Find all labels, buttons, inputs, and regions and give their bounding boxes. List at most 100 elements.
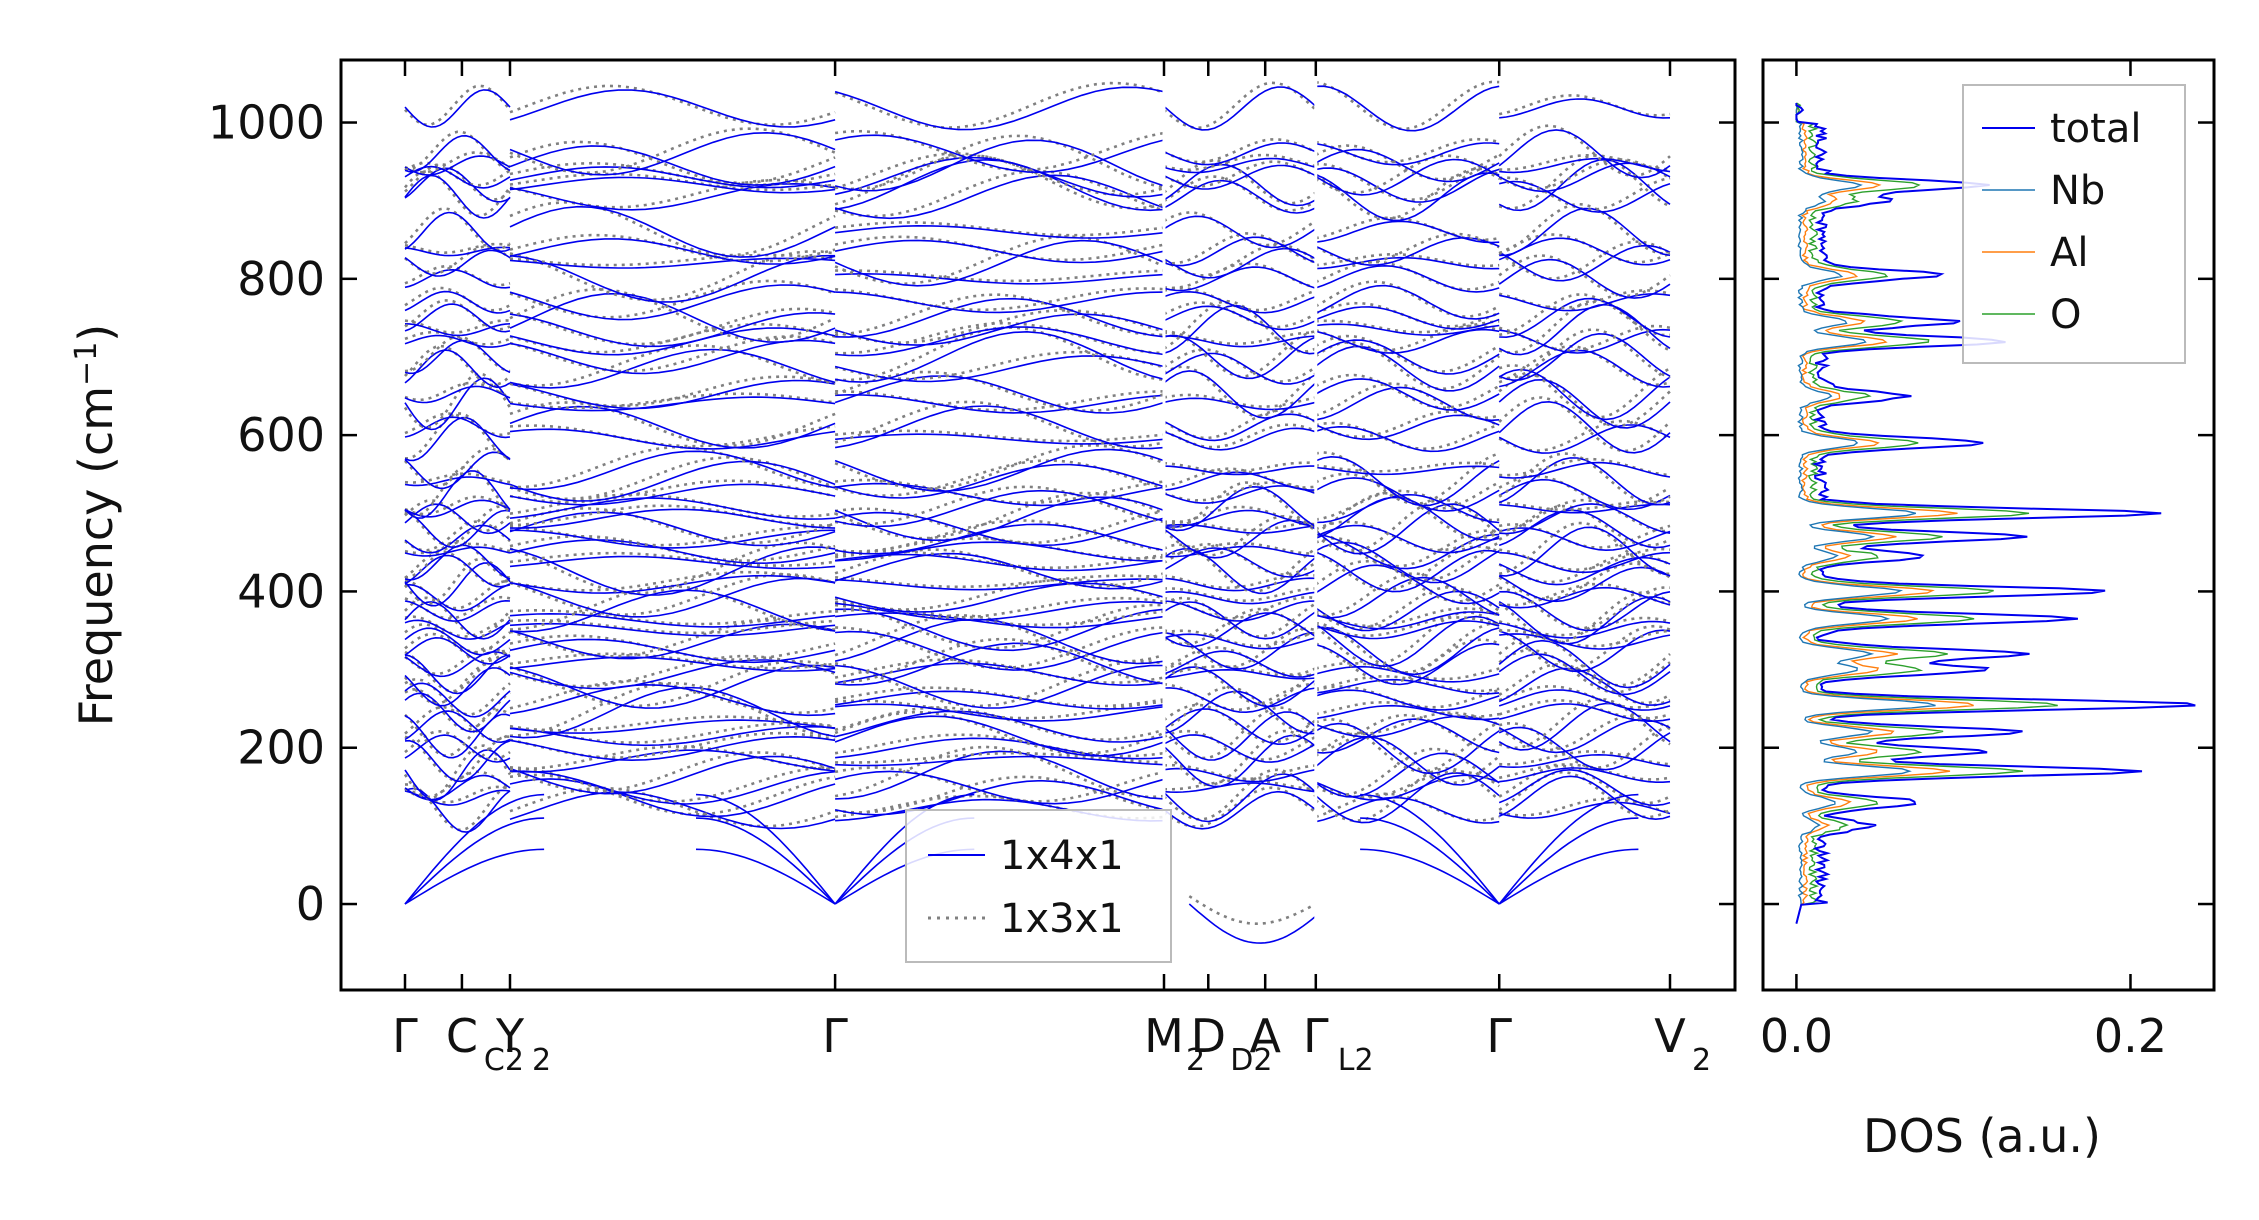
band-1x4x1-40 [404,268,511,289]
imaginary-mode-1x4x1 [1188,903,1317,944]
dos-legend-box [1962,84,2186,364]
band-1x4x1-63 [509,638,836,664]
band-1x4x1-262 [1498,639,1671,689]
band-1x4x1-265 [1499,620,1671,639]
band-1x3x1-22 [404,542,511,555]
band-1x4x1-51 [509,778,836,818]
band-1x3x1-204 [1314,731,1501,785]
band-1x4x1-58 [509,686,836,739]
band-1x4x1-0 [404,787,511,833]
band-1x4x1-48 [404,134,511,173]
band-1x4x1-87 [509,312,836,348]
band-1x4x1-99 [509,89,836,128]
band-1x3x1-103 [834,745,1165,799]
band-1x3x1-275 [1499,498,1671,533]
band-1x4x1-84 [509,348,836,389]
band-1x3x1-17 [404,595,511,620]
band-1x4x1-9 [404,682,511,718]
band-1x3x1-280 [1498,419,1671,453]
band-1x3x1-193 [1163,211,1317,247]
band-1x4x1-93 [509,205,836,258]
band-1x3x1-89 [509,279,836,319]
band-1x4x1-299 [1499,98,1671,119]
band-1x4x1-220 [1315,549,1500,593]
band-1x4x1-39 [404,290,511,314]
band-1x4x1-147 [834,139,1165,192]
band-1x3x1-83 [509,375,836,408]
band-1x3x1-299 [1498,94,1671,117]
band-xtick-sub-2: 2 [532,1043,551,1078]
band-1x4x1-71 [509,555,836,570]
band-1x3x1-29 [404,446,511,488]
band-1x4x1-188 [1163,305,1317,331]
acoustic-branch-2-0-l [1360,848,1500,905]
band-ytick-label-0: 0 [296,877,325,931]
dos-x-ticks: 0.0 0.2 [1760,60,2167,1063]
dos-curve-o [1795,102,2058,924]
band-1x3x1-60 [509,659,836,708]
band-1x3x1-151 [1163,768,1317,821]
band-1x4x1-245 [1315,167,1500,203]
band-1x4x1-275 [1499,503,1671,535]
acoustic-branch-1-2-l [695,793,836,905]
band-y-ticks: 0 200 400 600 800 1000 [208,96,1735,931]
band-1x4x1-81 [509,405,836,449]
band-1x4x1-122 [835,541,1165,562]
band-1x3x1-156 [1163,706,1317,760]
band-1x4x1-44 [404,174,511,219]
band-1x3x1-126 [834,485,1165,526]
band-1x4x1-266 [1498,596,1671,645]
band-1x3x1-81 [509,401,836,448]
band-1x4x1-72 [509,539,836,565]
band-xtick-sub-7: L2 [1338,1043,1374,1078]
band-1x4x1-126 [834,489,1165,528]
band-1x4x1-254 [1499,753,1671,769]
band-1x3x1-243 [1315,216,1500,242]
band-1x3x1-213 [1315,621,1500,674]
band-1x3x1-237 [1315,319,1500,334]
band-1x4x1-164 [1163,633,1317,650]
band-1x4x1-137 [834,313,1165,346]
band-1x3x1-261 [1498,648,1671,694]
band-1x4x1-136 [835,326,1165,357]
band-xtick-label-4: M [1144,1009,1184,1063]
band-1x3x1-238 [1315,301,1500,328]
band-1x4x1-179 [1163,465,1316,476]
band-1x4x1-2 [404,774,511,801]
band-1x4x1-239 [1315,284,1500,320]
band-1x3x1-137 [834,308,1165,345]
band-1x3x1-44 [403,169,512,218]
band-xtick-label-5: D [1191,1009,1226,1063]
band-1x4x1-15 [404,619,511,640]
band-1x4x1-49 [404,89,511,128]
band-1x4x1-208 [1315,704,1500,721]
band-1x3x1-286 [1498,324,1671,352]
band-1x4x1-277 [1498,478,1671,511]
legend-label-al: Al [2050,230,2088,276]
band-1x3x1-177 [1163,480,1317,502]
band-1x3x1-42 [404,242,511,255]
band-1x4x1-288 [1499,297,1671,339]
band-1x3x1-191 [1163,243,1317,277]
band-1x3x1-36 [404,330,511,346]
band-1x4x1-22 [404,546,511,557]
band-1x4x1-242 [1315,237,1500,266]
band-1x4x1-98 [509,131,836,176]
band-1x4x1-298 [1498,129,1671,179]
band-1x3x1-184 [1163,348,1317,383]
band-1x3x1-221 [1315,537,1500,582]
band-1x3x1-264 [1499,629,1671,648]
band-1x4x1-36 [404,334,511,348]
band-1x4x1-294 [1499,180,1671,213]
band-1x4x1-193 [1163,215,1317,249]
band-1x3x1-205 [1315,717,1500,773]
band-1x4x1-192 [1163,236,1317,267]
band-1x4x1-291 [1498,244,1671,282]
band-1x4x1-183 [1163,370,1317,419]
band-ytick-label-1: 200 [237,721,325,775]
band-1x3x1-192 [1163,232,1317,265]
band-1x4x1-56 [509,725,836,747]
band-1x4x1-272 [1499,526,1671,577]
band-1x3x1-198 [1163,138,1317,164]
band-1x3x1-265 [1498,616,1671,637]
